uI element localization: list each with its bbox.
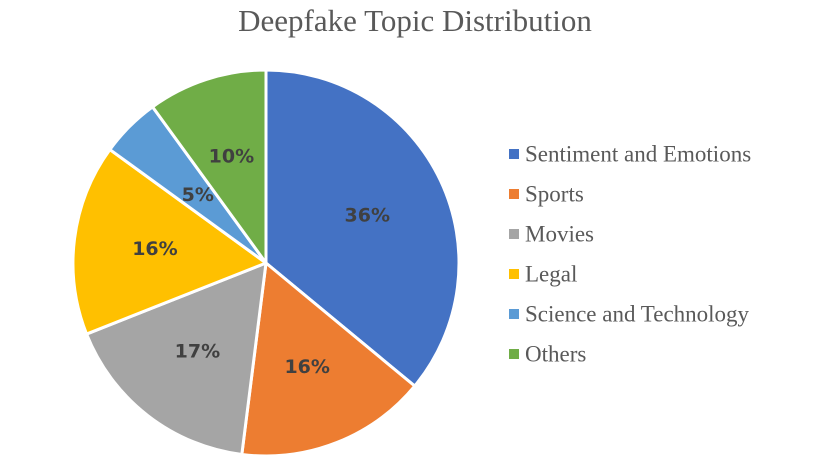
legend-label-legal: Legal	[525, 262, 577, 287]
legend-item-others: Others	[509, 342, 586, 367]
data-label-science-and-technology: 5%	[182, 184, 214, 206]
legend-swatch-sentiment-and-emotions	[509, 149, 519, 159]
pie-slice-sports	[240, 261, 417, 458]
legend-label-science-and-technology: Science and Technology	[525, 302, 750, 327]
data-label-sentiment-and-emotions: 36%	[345, 204, 390, 226]
pie-slice-legal	[71, 148, 268, 336]
legend-label-movies: Movies	[525, 222, 594, 247]
data-label-movies: 17%	[175, 340, 220, 362]
legend-item-sports: Sports	[509, 182, 584, 207]
legend-item-legal: Legal	[509, 262, 577, 287]
legend-label-sentiment-and-emotions: Sentiment and Emotions	[525, 142, 751, 167]
pie-slice-movies	[85, 261, 268, 456]
data-label-legal: 16%	[132, 238, 177, 260]
legend-item-sentiment-and-emotions: Sentiment and Emotions	[509, 142, 751, 167]
pie-data-labels: 36% 16% 17% 16% 5% 10%	[132, 146, 390, 379]
legend-item-movies: Movies	[509, 222, 594, 247]
legend-item-science-and-technology: Science and Technology	[509, 302, 750, 327]
legend-swatch-sports	[509, 189, 519, 199]
legend-swatch-movies	[509, 229, 519, 239]
legend-label-sports: Sports	[525, 182, 584, 207]
legend-swatch-others	[509, 349, 519, 359]
pie-slice-sentiment-and-emotions	[264, 68, 461, 388]
legend-label-others: Others	[525, 342, 586, 367]
data-label-others: 10%	[209, 146, 254, 168]
pie-slices	[71, 68, 461, 458]
data-label-sports: 16%	[284, 356, 329, 378]
legend-swatch-science-and-technology	[509, 309, 519, 319]
pie-slice-others	[151, 68, 268, 265]
legend-swatch-legal	[509, 269, 519, 279]
chart-title: Deepfake Topic Distribution	[238, 3, 592, 38]
legend: Sentiment and Emotions Sports Movies Legal S…	[509, 142, 751, 367]
